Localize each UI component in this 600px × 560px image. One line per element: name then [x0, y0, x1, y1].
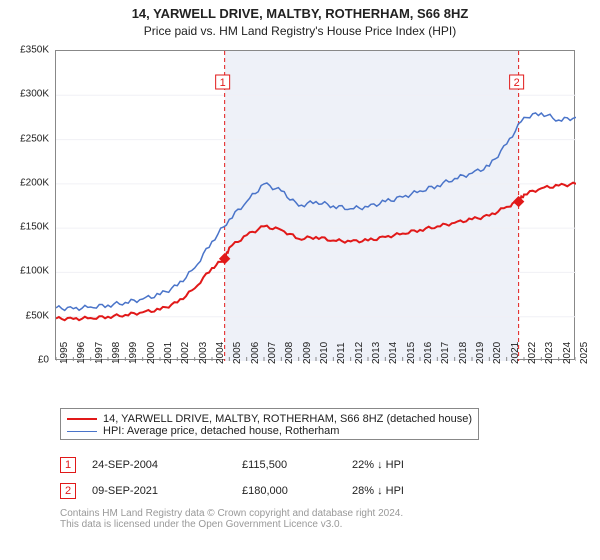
x-tick-label: 2014 [388, 342, 399, 364]
event-date: 09-SEP-2021 [92, 485, 242, 497]
event-hpi-delta: 22% ↓ HPI [352, 459, 432, 471]
x-tick-label: 2005 [232, 342, 243, 364]
x-tick-label: 2007 [267, 342, 278, 364]
y-tick-label: £250K [0, 133, 49, 144]
events-table: 1 24-SEP-2004£115,50022% ↓ HPI 2 09-SEP-202… [60, 454, 432, 506]
x-tick-label: 2020 [492, 342, 503, 364]
x-tick-label: 2024 [562, 342, 573, 364]
y-tick-label: £300K [0, 89, 49, 100]
legend-swatch-hpi [67, 431, 97, 432]
x-tick-label: 2021 [510, 342, 521, 364]
event-date: 24-SEP-2004 [92, 459, 242, 471]
x-tick-label: 2017 [440, 342, 451, 364]
x-tick-label: 2006 [250, 342, 261, 364]
event-marker-box: 2 [60, 483, 76, 499]
footer-line1: Contains HM Land Registry data © Crown c… [60, 508, 403, 519]
y-tick-label: £100K [0, 266, 49, 277]
x-tick-label: 1998 [111, 342, 122, 364]
x-tick-label: 2025 [579, 342, 590, 364]
chart-subtitle: Price paid vs. HM Land Registry's House … [0, 22, 600, 38]
x-tick-label: 2016 [423, 342, 434, 364]
event-marker-box: 1 [60, 457, 76, 473]
legend-swatch-property [67, 418, 97, 420]
event-row: 2 09-SEP-2021£180,00028% ↓ HPI [60, 480, 432, 502]
x-tick-label: 2022 [527, 342, 538, 364]
x-tick-label: 1997 [94, 342, 105, 364]
chart-svg: 12 [56, 51, 576, 361]
x-tick-label: 2000 [146, 342, 157, 364]
x-tick-label: 2018 [458, 342, 469, 364]
x-tick-label: 2003 [198, 342, 209, 364]
event-hpi-delta: 28% ↓ HPI [352, 485, 432, 497]
x-tick-label: 2023 [544, 342, 555, 364]
x-tick-label: 1999 [128, 342, 139, 364]
x-tick-label: 2010 [319, 342, 330, 364]
x-tick-label: 2002 [180, 342, 191, 364]
y-tick-label: £150K [0, 222, 49, 233]
chart-title: 14, YARWELL DRIVE, MALTBY, ROTHERHAM, S6… [0, 0, 600, 22]
y-tick-label: £50K [0, 310, 49, 321]
event-price: £115,500 [242, 459, 352, 471]
event-row: 1 24-SEP-2004£115,50022% ↓ HPI [60, 454, 432, 476]
legend-row: 14, YARWELL DRIVE, MALTBY, ROTHERHAM, S6… [67, 413, 472, 425]
x-tick-label: 2012 [354, 342, 365, 364]
event-price: £180,000 [242, 485, 352, 497]
svg-text:1: 1 [220, 77, 226, 89]
x-tick-label: 2001 [163, 342, 174, 364]
svg-text:2: 2 [514, 77, 520, 89]
x-tick-label: 2011 [336, 342, 347, 364]
x-tick-label: 2004 [215, 342, 226, 364]
x-tick-label: 2009 [302, 342, 313, 364]
x-tick-label: 1995 [59, 342, 70, 364]
y-tick-label: £0 [0, 355, 49, 366]
x-tick-label: 2015 [406, 342, 417, 364]
plot-area: 12 [55, 50, 575, 360]
footer-line2: This data is licensed under the Open Gov… [60, 519, 403, 530]
y-tick-label: £200K [0, 177, 49, 188]
x-tick-label: 1996 [76, 342, 87, 364]
legend-row: HPI: Average price, detached house, Roth… [67, 425, 472, 437]
legend: 14, YARWELL DRIVE, MALTBY, ROTHERHAM, S6… [60, 408, 479, 440]
x-tick-label: 2008 [284, 342, 295, 364]
legend-label: 14, YARWELL DRIVE, MALTBY, ROTHERHAM, S6… [103, 413, 472, 425]
y-tick-label: £350K [0, 45, 49, 56]
legend-label: HPI: Average price, detached house, Roth… [103, 425, 339, 437]
footer: Contains HM Land Registry data © Crown c… [60, 508, 403, 530]
x-tick-label: 2019 [475, 342, 486, 364]
x-tick-label: 2013 [371, 342, 382, 364]
